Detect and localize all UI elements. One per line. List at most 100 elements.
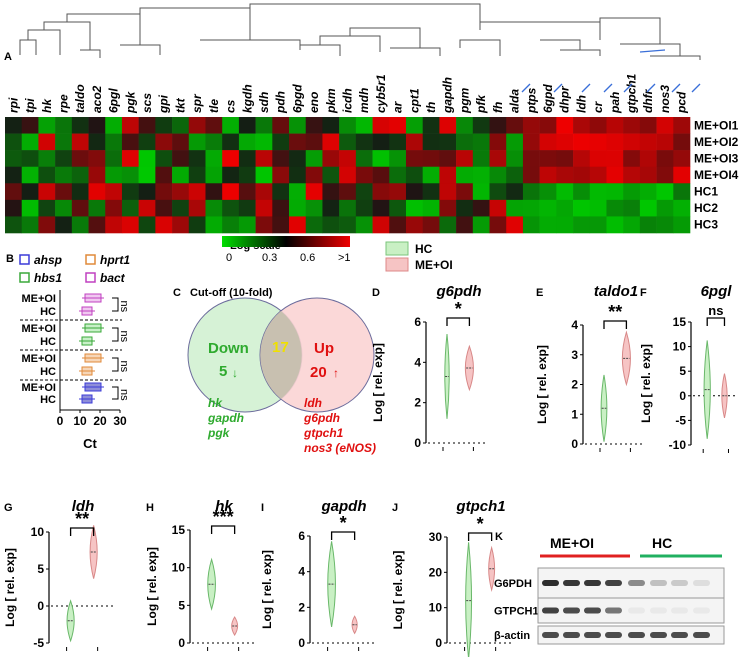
heatmap-cell	[623, 166, 641, 184]
gene-label: gapdh	[441, 77, 455, 114]
heatmap-cell	[355, 199, 373, 217]
heatmap-cell	[188, 133, 206, 151]
heatmap-cell	[21, 199, 39, 217]
gene-label: pah	[608, 92, 622, 114]
b-row-label: ME+OI	[21, 382, 56, 394]
violin-me-oi	[231, 616, 239, 637]
gene-label: rpe	[56, 94, 70, 113]
heatmap-cell	[305, 183, 323, 201]
heatmap-cell	[355, 216, 373, 234]
heatmap-cell	[238, 183, 256, 201]
b-sig-bracket	[112, 357, 119, 372]
heatmap-cell	[21, 183, 39, 201]
heatmap-cell	[138, 166, 156, 184]
heatmap-cell	[339, 166, 357, 184]
heatmap-cell	[38, 216, 56, 234]
gene-label: gpi	[157, 94, 171, 114]
heatmap-cell	[589, 199, 607, 217]
gene-label: eno	[307, 92, 321, 113]
gene-label: dhpr	[558, 85, 572, 113]
heatmap-cell	[673, 150, 691, 168]
heatmap-cell	[105, 199, 123, 217]
heatmap-row-label: ME+OI1	[694, 118, 739, 132]
heatmap-cell	[339, 216, 357, 234]
heatmap-cell	[389, 166, 407, 184]
violin-me-oi	[89, 525, 98, 579]
heatmap-cell	[623, 150, 641, 168]
b-row-label: HC	[40, 394, 56, 406]
heatmap-cell	[255, 166, 273, 184]
heatmap-cell	[606, 166, 624, 184]
heatmap-cell	[188, 199, 206, 217]
heatmap-cell	[21, 117, 39, 134]
heatmap-cell	[138, 117, 156, 134]
heatmap-cell	[439, 183, 457, 201]
heatmap-cell	[272, 166, 290, 184]
heatmap-cell	[372, 133, 390, 151]
y-tick-label: 4	[414, 355, 421, 369]
gene-title: taldo1	[594, 283, 638, 300]
heatmap-cell	[272, 133, 290, 151]
heatmap-cell	[456, 150, 474, 168]
venn-overlap-count: 17	[272, 339, 289, 356]
blot-band	[693, 580, 710, 586]
heatmap-cell	[422, 166, 440, 184]
heatmap-cell	[673, 199, 691, 217]
heatmap-cell	[188, 216, 206, 234]
heatmap-cell	[539, 199, 557, 217]
up-gene: g6pdh	[303, 411, 340, 425]
heatmap-cell	[556, 150, 574, 168]
heatmap-cell	[222, 216, 240, 234]
gene-label: pdh	[274, 91, 288, 114]
heatmap-row-label: HC2	[694, 201, 718, 215]
heatmap-cell	[456, 166, 474, 184]
blot-band	[605, 632, 622, 638]
heatmap-cell	[238, 133, 256, 151]
heatmap-cell	[71, 166, 89, 184]
heatmap-cell	[355, 166, 373, 184]
heatmap-cell	[71, 133, 89, 151]
sig-label: *	[340, 513, 347, 533]
heatmap-cell	[188, 117, 206, 134]
gene-title: ldh	[72, 498, 95, 515]
heatmap-cell	[105, 216, 123, 234]
panel-label: I	[261, 502, 264, 514]
heatmap-cell	[405, 150, 423, 168]
heatmap-cell	[405, 199, 423, 217]
up-gene: nos3 (eNOS)	[304, 441, 376, 455]
heatmap-cell	[155, 199, 173, 217]
heatmap-cell	[456, 183, 474, 201]
heatmap-cell	[539, 117, 557, 134]
blot-band	[650, 580, 667, 586]
blot-band	[693, 632, 710, 638]
b-x-tick-label: 30	[113, 414, 127, 428]
heatmap-cell	[38, 133, 56, 151]
y-tick-label: 10	[31, 525, 45, 539]
heatmap-cell	[489, 216, 507, 234]
b-x-tick-label: 0	[57, 414, 64, 428]
y-tick-label: -5	[675, 413, 686, 427]
heatmap-cell	[355, 133, 373, 151]
legend-gene-label: hprt1	[100, 253, 130, 267]
heatmap-cell	[623, 117, 641, 134]
heatmap-cell	[71, 117, 89, 134]
heatmap-cell	[205, 166, 223, 184]
heatmap-cell	[121, 117, 139, 134]
heatmap-cell	[439, 199, 457, 217]
heatmap-cell	[205, 133, 223, 151]
legend-swatch	[19, 272, 30, 283]
heatmap-cell	[422, 117, 440, 134]
color-scale-bar	[222, 236, 350, 247]
heatmap-cell	[222, 150, 240, 168]
gene-label: nos3	[658, 85, 672, 113]
heatmap-cell	[5, 183, 23, 201]
heatmap-cell	[322, 117, 340, 134]
y-tick-label: 6	[414, 315, 421, 329]
heatmap-cell	[205, 117, 223, 134]
heatmap-cell	[589, 166, 607, 184]
gene-title: 6pgl	[701, 283, 733, 300]
heatmap-cell	[289, 166, 307, 184]
panel-label: E	[536, 287, 543, 299]
gene-label: cpt1	[407, 88, 421, 113]
